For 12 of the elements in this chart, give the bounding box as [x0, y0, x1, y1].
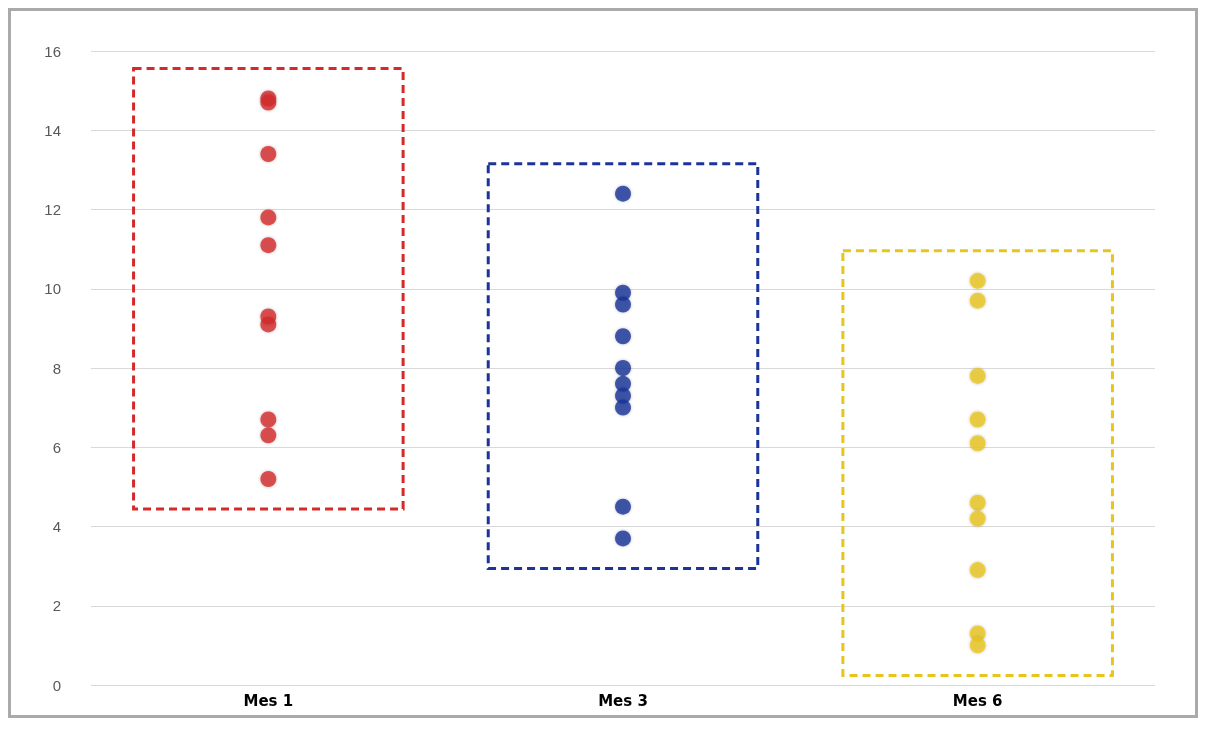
x-tick-label: Mes 1 — [243, 691, 294, 710]
y-tick-label: 12 — [44, 201, 61, 218]
y-tick-label: 8 — [52, 359, 61, 377]
x-tick-label: Mes 3 — [598, 691, 648, 710]
y-tick-label: 2 — [52, 597, 61, 615]
y-tick-label: 16 — [44, 42, 61, 60]
y-tick-label: 14 — [44, 121, 61, 139]
x-tick-label: Mes 6 — [952, 691, 1003, 710]
y-tick-label: 0 — [52, 676, 61, 694]
y-tick-label: 4 — [52, 518, 61, 535]
y-tick-label: 10 — [44, 280, 61, 298]
y-tick-label: 6 — [52, 438, 61, 456]
